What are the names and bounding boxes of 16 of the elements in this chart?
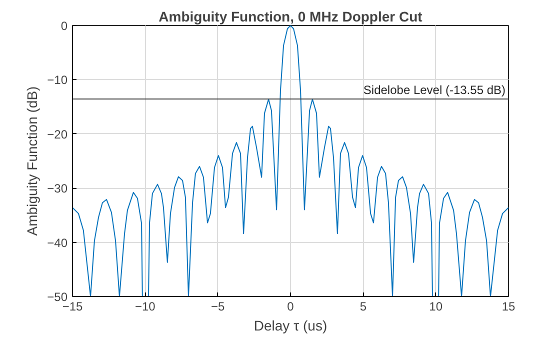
line-series <box>72 26 508 296</box>
x-tick-label: 5 <box>360 300 367 314</box>
chart-title: Ambiguity Function, 0 MHz Doppler Cut <box>158 8 423 24</box>
x-tick-label: 0 <box>287 300 294 314</box>
y-tick-label: −30 <box>47 182 68 196</box>
y-axis-title: Ambiguity Function (dB) <box>24 86 40 236</box>
x-tick-label: −5 <box>210 300 225 314</box>
x-tick-label: 10 <box>429 300 443 314</box>
ref-line-label: Sidelobe Level (-13.55 dB) <box>363 82 506 97</box>
x-tick-label: 15 <box>502 300 516 314</box>
y-tick-label: −40 <box>47 236 68 250</box>
y-tick-label: 0 <box>60 19 68 33</box>
y-tick-label: −10 <box>47 73 68 88</box>
x-tick-label: −10 <box>134 300 156 314</box>
y-tick-label: −20 <box>47 127 68 142</box>
x-axis-title: Delay τ (us) <box>254 318 328 334</box>
